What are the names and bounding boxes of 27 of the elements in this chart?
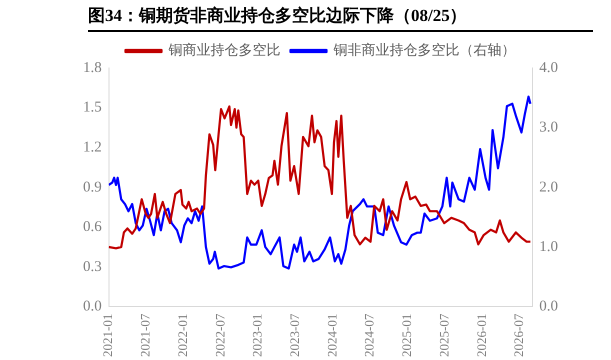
x-tick-label: 2022-01	[174, 314, 190, 358]
y2-tick-label: 1.0	[539, 238, 558, 255]
y-tick-label: 0.6	[83, 219, 102, 236]
y2-tick-label: 3.0	[539, 120, 558, 136]
x-tick-label: 2026-07	[511, 313, 526, 358]
y2-tick-label: 0.0	[539, 298, 558, 315]
x-tick-label: 2024-01	[324, 314, 340, 358]
legend-label: 铜非商业持仓多空比（右轴）	[332, 42, 516, 59]
y-tick-label: 1.5	[83, 100, 102, 116]
y-tick-label: 1.8	[83, 60, 102, 76]
chart-title: 图34：铜期货非商业持仓多空比边际下降（08/25）	[88, 4, 593, 32]
x-tick-label: 2022-07	[212, 313, 228, 358]
y-tick-label: 0.9	[83, 179, 102, 196]
x-tick-label: 2023-07	[287, 313, 302, 358]
legend-label: 铜商业持仓多空比	[168, 42, 280, 59]
y-tick-label: 0.0	[83, 298, 102, 315]
x-tick-label: 2026-01	[474, 314, 489, 358]
y2-tick-label: 4.0	[539, 60, 558, 76]
x-tick-label: 2025-07	[436, 313, 452, 358]
x-tick-label: 2021-01	[100, 314, 116, 358]
x-tick-label: 2024-07	[362, 313, 377, 358]
x-tick-label: 2021-07	[138, 313, 153, 358]
y2-tick-label: 2.0	[539, 179, 558, 196]
y-tick-label: 0.3	[83, 258, 102, 275]
x-tick-label: 2025-01	[399, 314, 414, 358]
y-tick-label: 1.2	[83, 139, 102, 156]
x-tick-label: 2023-01	[250, 314, 265, 358]
